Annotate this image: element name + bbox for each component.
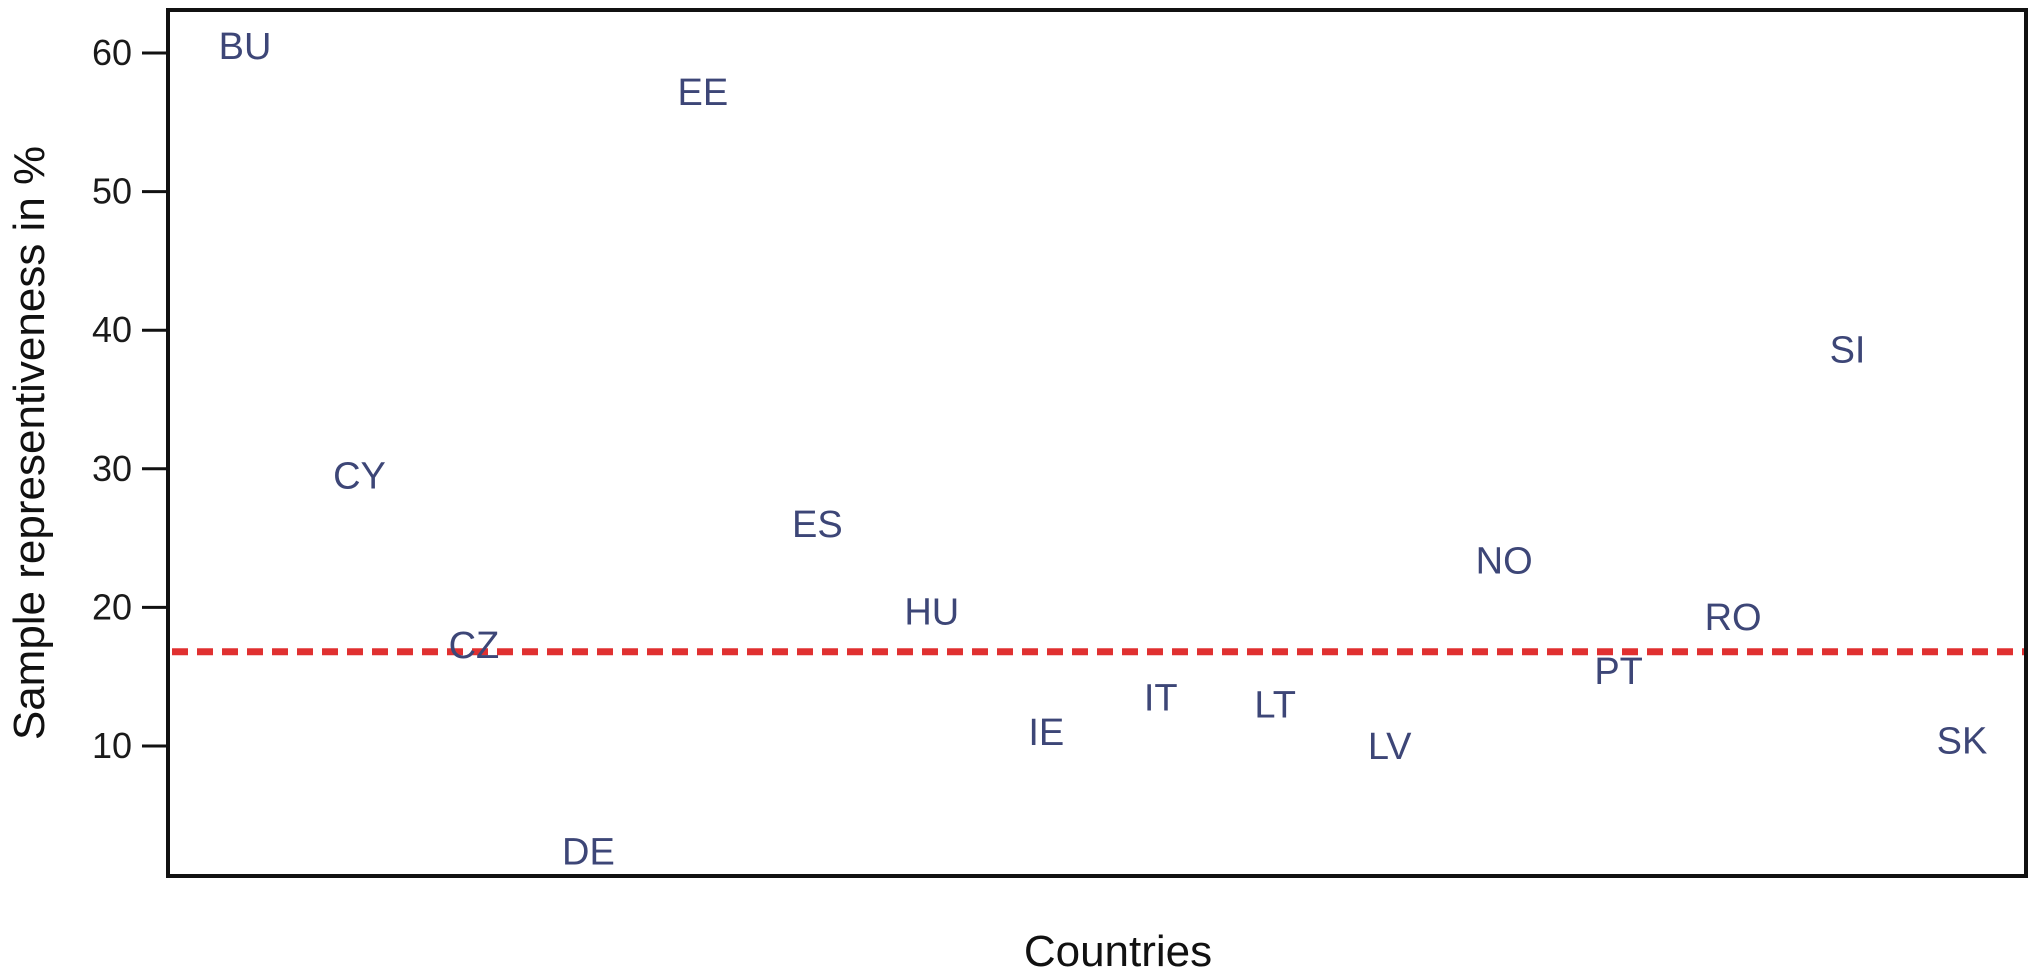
plot-frame xyxy=(166,8,2028,878)
x-axis-title: Countries xyxy=(1024,927,1212,976)
point-label-cy: CY xyxy=(333,456,386,498)
point-label-de: DE xyxy=(562,831,615,873)
point-label-lt: LT xyxy=(1254,684,1296,726)
point-label-cz: CZ xyxy=(449,625,500,667)
y-tick-label: 60 xyxy=(92,32,132,73)
y-tick-label: 30 xyxy=(92,448,132,489)
point-label-sk: SK xyxy=(1937,720,1988,762)
y-tick-label: 20 xyxy=(92,586,132,627)
point-label-si: SI xyxy=(1830,330,1866,372)
point-label-no: NO xyxy=(1476,540,1533,582)
y-axis-title: Sample representiveness in % xyxy=(5,146,54,740)
point-label-es: ES xyxy=(792,504,843,546)
point-label-ee: EE xyxy=(678,72,729,114)
point-label-ie: IE xyxy=(1028,712,1064,754)
point-label-bu: BU xyxy=(219,26,272,68)
y-tick-label: 50 xyxy=(92,171,132,212)
point-label-hu: HU xyxy=(904,592,959,634)
y-tick-label: 10 xyxy=(92,725,132,766)
y-axis: 10 20 30 40 50 60 xyxy=(92,32,168,766)
point-labels: BU CY CZ DE EE ES HU IE IT LT LV NO PT RO SI SK xyxy=(219,26,1988,873)
y-tick-label: 40 xyxy=(92,309,132,350)
point-label-pt: PT xyxy=(1594,651,1643,693)
point-label-lv: LV xyxy=(1368,726,1412,768)
point-label-ro: RO xyxy=(1705,597,1762,639)
point-label-it: IT xyxy=(1144,677,1178,719)
